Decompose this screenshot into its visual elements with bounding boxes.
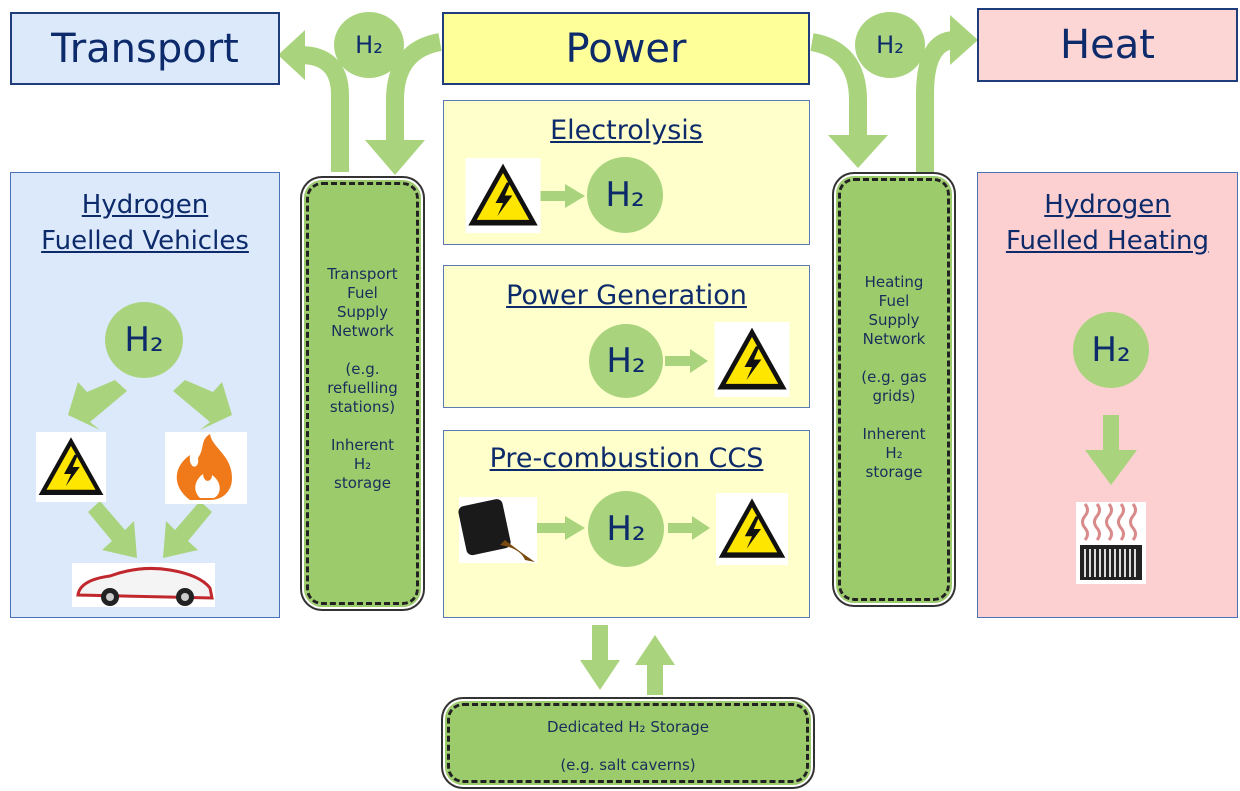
- h2-circle: H₂: [105, 302, 183, 378]
- h2-circle: H₂: [587, 157, 663, 233]
- radiator-icon: [1076, 502, 1146, 584]
- network-text: grids): [841, 387, 947, 406]
- network-text: storage: [309, 474, 416, 493]
- heat-header: Heat: [977, 8, 1238, 82]
- fire-icon: [165, 432, 247, 504]
- transport-network: Transport Fuel Supply Network (e.g. refu…: [306, 182, 419, 605]
- network-text: Transport: [309, 265, 416, 284]
- power-icon: [36, 432, 106, 502]
- network-text: Fuel: [309, 284, 416, 303]
- car-icon: [72, 563, 215, 607]
- network-text: Fuel: [841, 292, 947, 311]
- h2-circle: H₂: [855, 12, 925, 78]
- network-text: Supply: [309, 303, 416, 322]
- power-icon: [716, 493, 788, 565]
- h2-circle: H₂: [334, 12, 404, 78]
- storage-example: (e.g. salt caverns): [450, 756, 806, 775]
- network-text: Supply: [841, 311, 947, 330]
- network-text: H₂: [309, 455, 416, 474]
- power-icon: [715, 322, 790, 397]
- page: Transport Power Heat H₂ H₂ Hydrogen Fuel…: [0, 0, 1240, 791]
- network-text: Network: [841, 330, 947, 349]
- storage-box: Dedicated H₂ Storage (e.g. salt caverns): [447, 703, 809, 783]
- oil-barrel-icon: [457, 497, 537, 563]
- network-text: storage: [841, 463, 947, 482]
- network-text: H₂: [841, 444, 947, 463]
- network-text: Heating: [841, 273, 947, 292]
- network-text: Inherent: [841, 425, 947, 444]
- h2-circle: H₂: [589, 324, 663, 398]
- network-text: refuelling: [309, 379, 416, 398]
- h2-circle: H₂: [1073, 312, 1149, 388]
- power-header: Power: [442, 12, 810, 85]
- power-icon: [466, 158, 541, 233]
- network-text: (e.g. gas: [841, 368, 947, 387]
- network-text: stations): [309, 398, 416, 417]
- arrow-from-power-left: [395, 42, 440, 145]
- network-text: Network: [309, 322, 416, 341]
- network-text: Inherent: [309, 436, 416, 455]
- heating-network: Heating Fuel Supply Network (e.g. gas gr…: [838, 178, 950, 601]
- h2-circle: H₂: [588, 491, 664, 567]
- arrow-to-transport: [300, 55, 340, 172]
- arrow-from-power-right: [812, 42, 858, 140]
- network-text: (e.g.: [309, 360, 416, 379]
- transport-header: Transport: [10, 12, 280, 85]
- storage-title: Dedicated H₂ Storage: [450, 718, 806, 737]
